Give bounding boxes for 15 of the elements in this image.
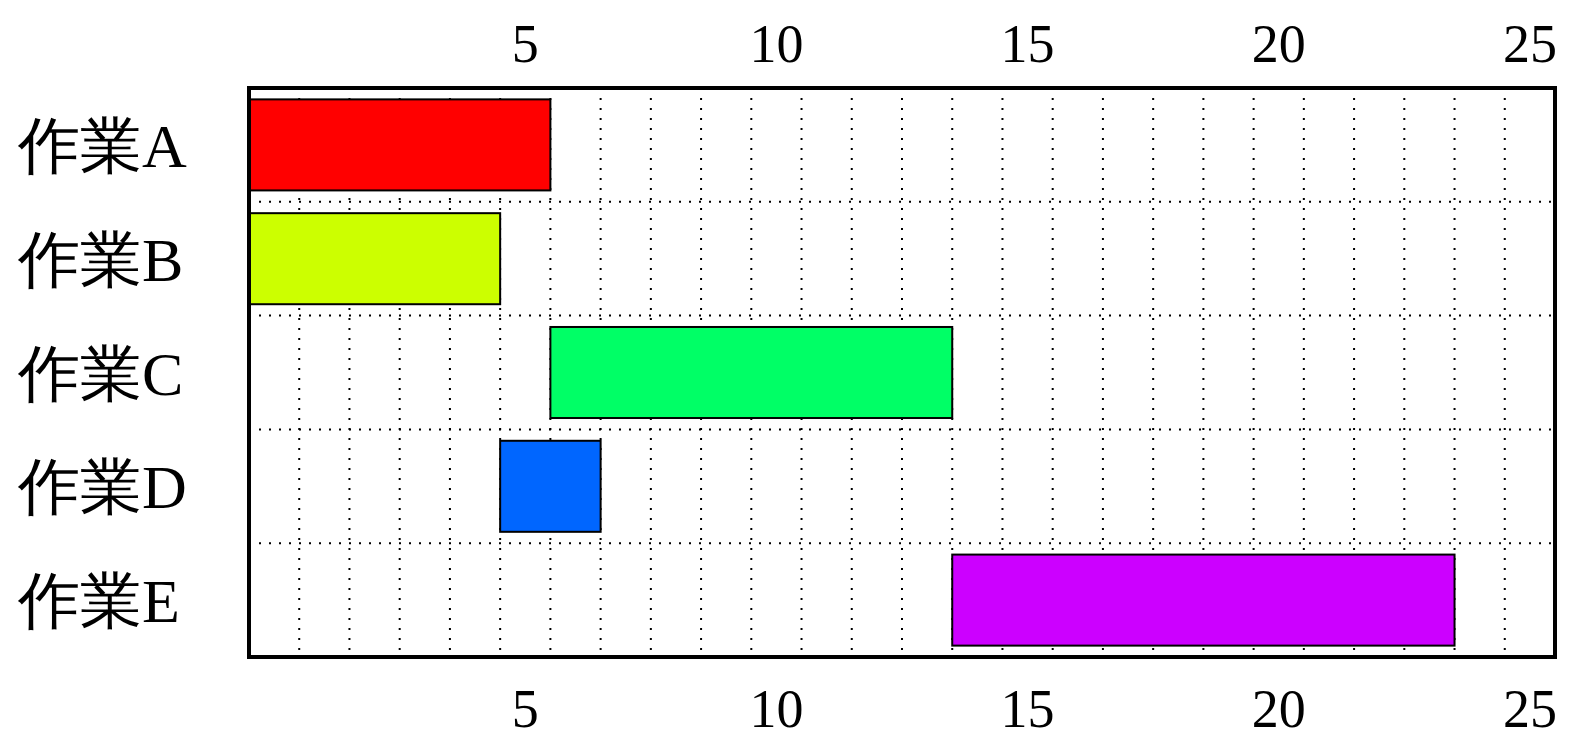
y-tick-label: 作業D (17, 453, 187, 522)
y-tick-label: 作業A (17, 111, 187, 180)
y-tick-label: 作業E (17, 567, 180, 636)
x-tick-label: 20 (1251, 14, 1306, 74)
x2-tick-label: 10 (749, 679, 804, 739)
x-tick-label: 10 (749, 14, 804, 74)
x2-tick-label: 5 (511, 679, 539, 739)
x2-tick-label: 25 (1502, 679, 1557, 739)
x2-tick-label: 15 (1000, 679, 1055, 739)
x-tick-label: 5 (511, 14, 539, 74)
x-tick-label: 15 (1000, 14, 1055, 74)
y-tick-label: 作業C (17, 339, 184, 408)
x2-tick-label: 20 (1251, 679, 1306, 739)
x-tick-label: 25 (1502, 14, 1557, 74)
y-tick-label: 作業B (17, 225, 184, 294)
